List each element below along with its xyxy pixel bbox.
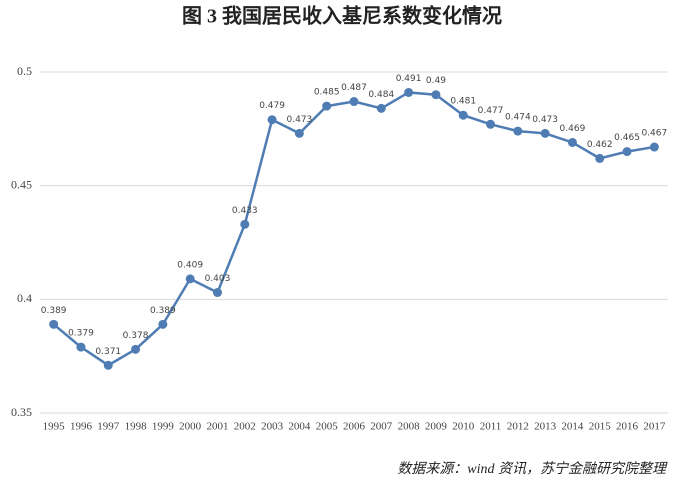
- data-point: [212, 288, 222, 298]
- data-label: 0.462: [587, 140, 613, 150]
- data-point: [622, 147, 632, 157]
- x-tick-label: 2004: [288, 421, 311, 433]
- y-tick-label: 0.4: [17, 291, 32, 305]
- x-tick-label: 2012: [507, 421, 529, 433]
- x-tick-label: 2017: [643, 421, 666, 433]
- data-point: [240, 219, 250, 229]
- data-label: 0.474: [505, 113, 531, 123]
- data-point: [431, 90, 441, 100]
- data-label: 0.465: [614, 133, 640, 143]
- data-label: 0.49: [426, 76, 446, 86]
- data-label: 0.371: [95, 347, 121, 357]
- x-tick-label: 1999: [152, 421, 175, 433]
- x-tick-label: 2013: [534, 421, 557, 433]
- data-label: 0.409: [177, 260, 203, 270]
- x-tick-label: 2006: [343, 421, 366, 433]
- x-tick-label: 2007: [370, 421, 393, 433]
- x-tick-label: 2015: [589, 421, 612, 433]
- x-tick-label: 2001: [206, 421, 228, 433]
- data-point: [404, 87, 414, 97]
- data-point: [131, 344, 141, 354]
- x-tick-label: 2008: [398, 421, 421, 433]
- data-label: 0.379: [68, 329, 94, 339]
- data-label: 0.477: [478, 106, 504, 116]
- data-label: 0.433: [232, 206, 258, 216]
- data-label: 0.389: [41, 306, 67, 316]
- data-point: [76, 342, 86, 352]
- data-label: 0.484: [368, 90, 394, 100]
- data-point: [376, 103, 386, 113]
- x-tick-label: 1998: [125, 421, 148, 433]
- x-tick-label: 2011: [480, 421, 502, 433]
- data-point: [158, 319, 168, 329]
- y-tick-label: 0.45: [11, 177, 32, 191]
- data-label: 0.487: [341, 83, 367, 93]
- data-point: [567, 137, 577, 147]
- x-tick-label: 2002: [234, 421, 256, 433]
- data-point: [322, 101, 332, 111]
- x-tick-label: 1995: [43, 421, 66, 433]
- x-tick-label: 2016: [616, 421, 639, 433]
- data-point: [649, 142, 659, 152]
- data-label: 0.485: [314, 88, 340, 98]
- data-label: 0.481: [450, 97, 476, 107]
- data-label: 0.491: [396, 74, 422, 84]
- data-label: 0.473: [287, 115, 313, 125]
- data-point: [294, 128, 304, 138]
- x-tick-label: 2005: [316, 421, 339, 433]
- data-point: [486, 119, 496, 129]
- chart-title: 图 3 我国居民收入基尼系数变化情况: [182, 4, 502, 28]
- data-label: 0.467: [641, 129, 667, 139]
- data-point: [595, 153, 605, 163]
- data-label: 0.403: [205, 274, 231, 284]
- data-label: 0.479: [259, 101, 285, 111]
- data-point: [185, 274, 195, 284]
- data-point: [267, 115, 277, 125]
- data-point: [513, 126, 523, 136]
- source-note: 数据来源：wind 资讯，苏宁金融研究院整理: [397, 461, 668, 477]
- data-point: [349, 97, 359, 107]
- x-tick-label: 2000: [179, 421, 202, 433]
- x-tick-label: 2010: [452, 421, 475, 433]
- data-point: [103, 360, 113, 370]
- data-point: [540, 128, 550, 138]
- data-label: 0.469: [560, 124, 586, 134]
- y-tick-label: 0.5: [17, 64, 32, 78]
- x-tick-label: 2003: [261, 421, 284, 433]
- x-tick-label: 1996: [70, 421, 93, 433]
- y-tick-label: 0.35: [11, 405, 32, 419]
- data-label: 0.473: [532, 115, 558, 125]
- data-label: 0.378: [123, 331, 149, 341]
- data-label: 0.389: [150, 306, 176, 316]
- x-tick-label: 2014: [561, 421, 584, 433]
- data-point: [458, 110, 468, 120]
- data-point: [49, 319, 59, 329]
- x-tick-label: 2009: [425, 421, 448, 433]
- x-tick-label: 1997: [97, 421, 120, 433]
